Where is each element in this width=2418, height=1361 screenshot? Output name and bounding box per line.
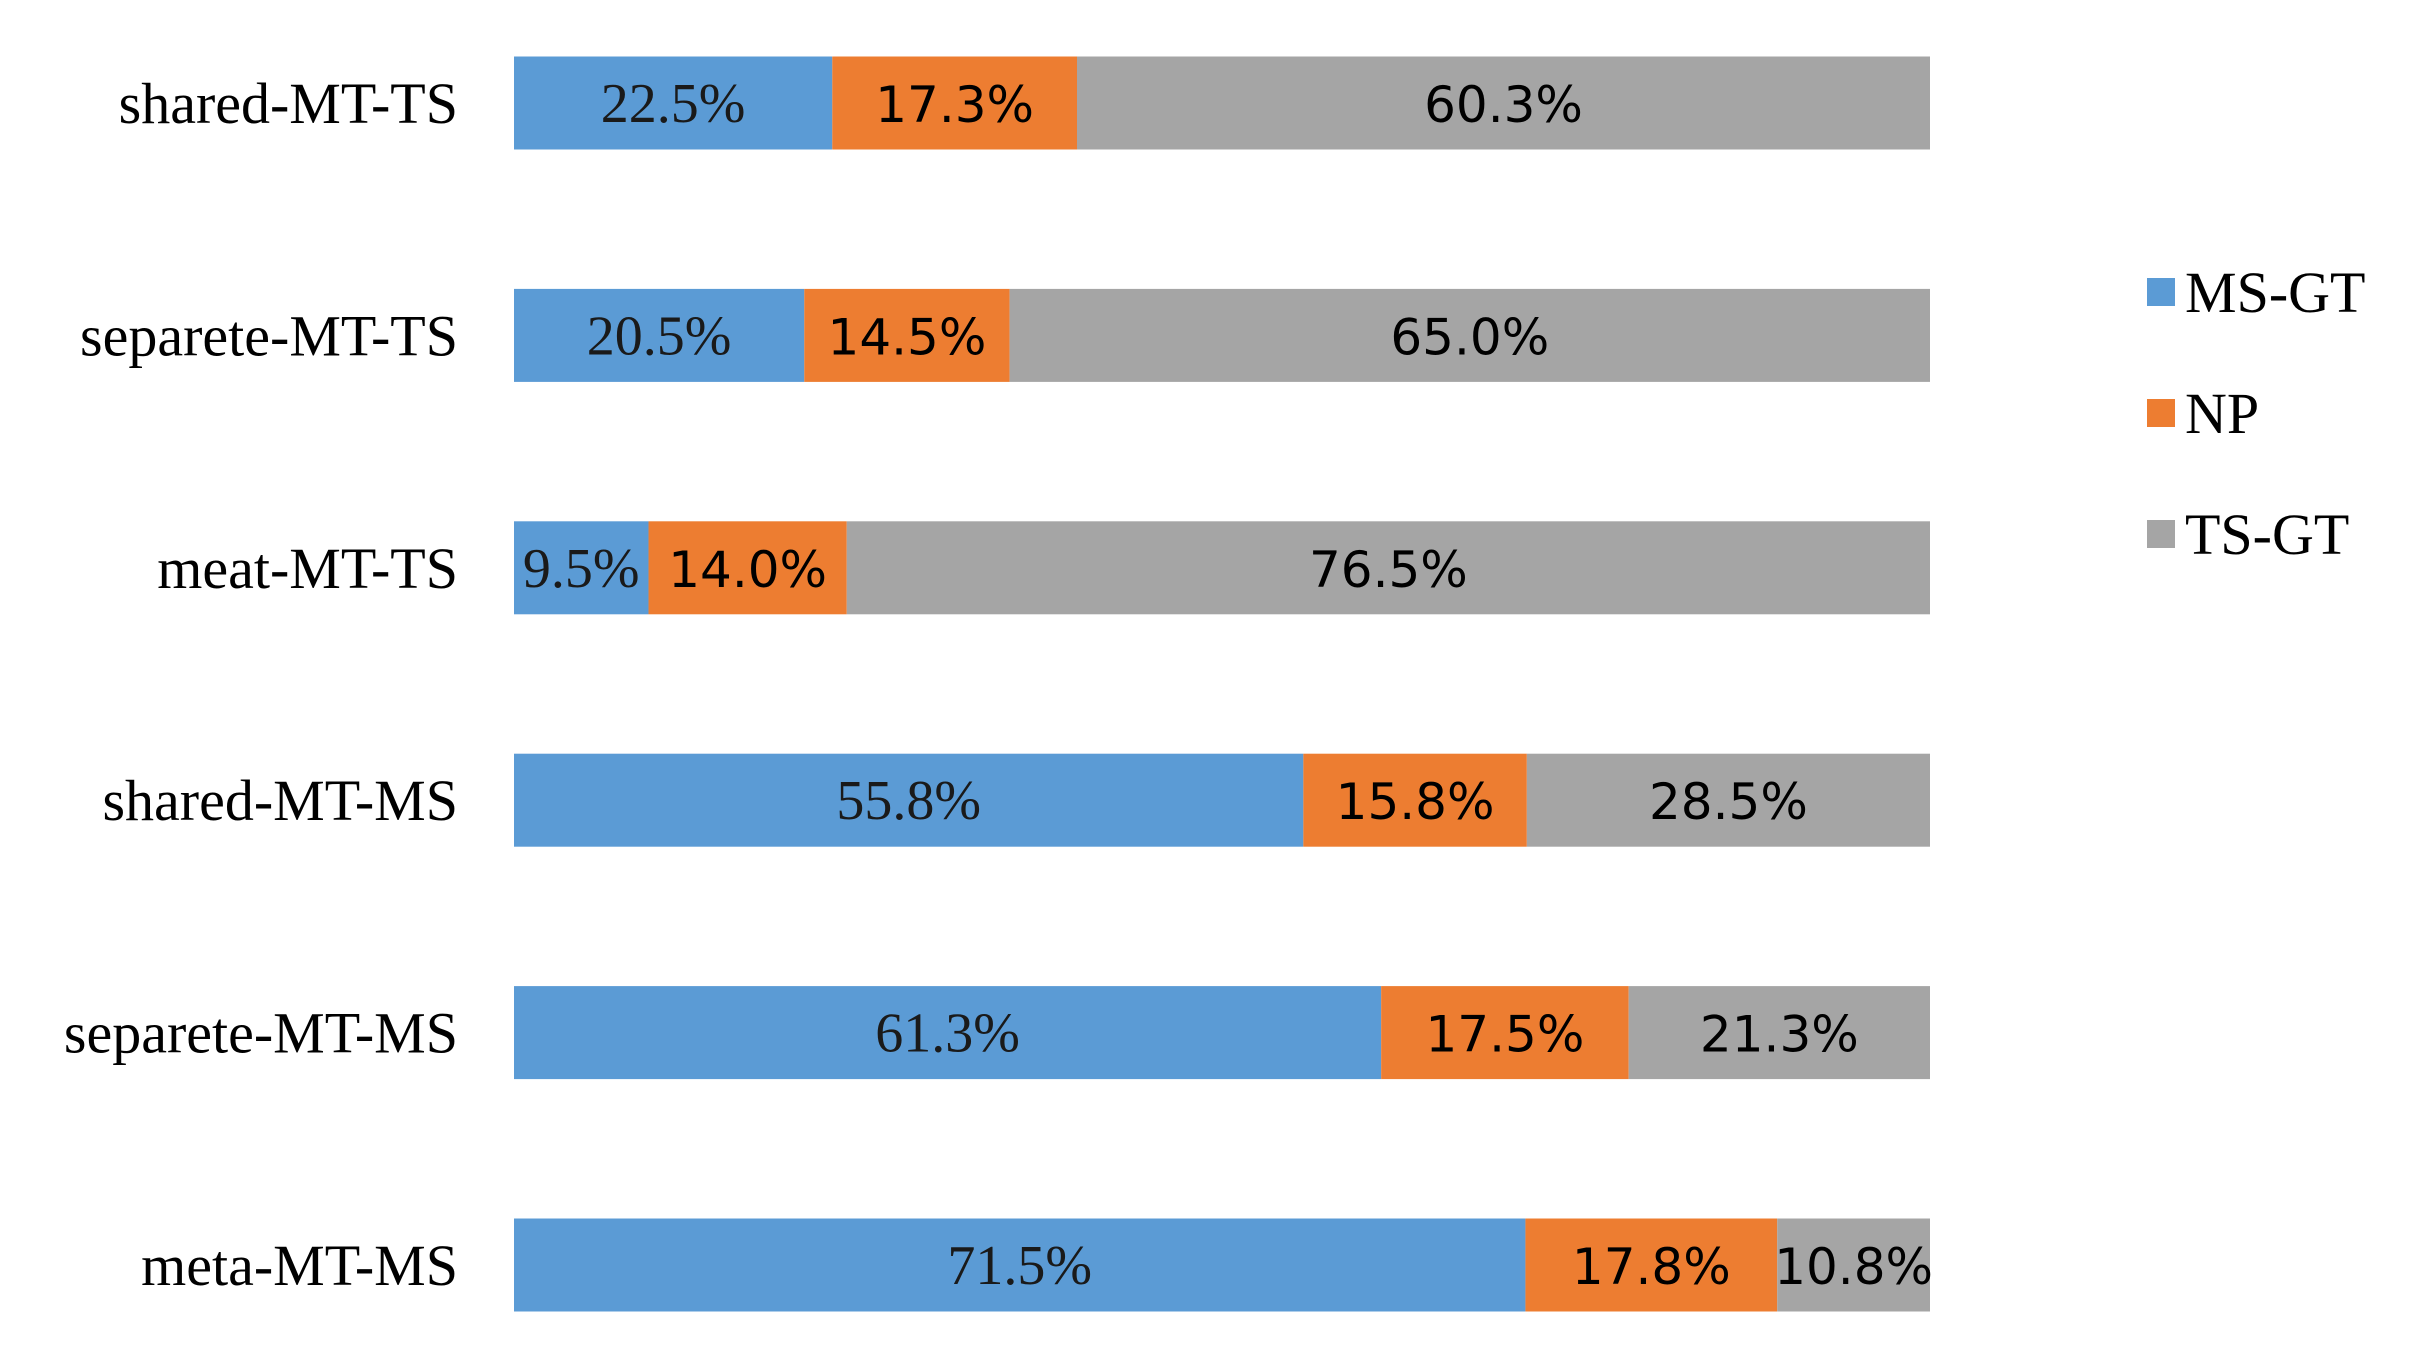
bar-row: 9.5% 14.0% 76.5% [514, 521, 1930, 615]
bar-segment-ms-gt [514, 986, 1382, 1080]
legend-swatch [2147, 520, 2175, 548]
bar-segment-np [1381, 986, 1629, 1080]
data-label: 14.5% [828, 308, 987, 366]
bar-segment-np [648, 521, 847, 615]
bar-segment-np [832, 56, 1077, 150]
bar-row: 55.8% 15.8% 28.5% [514, 753, 1930, 847]
data-label: 21.3% [1700, 1006, 1859, 1064]
bar-segment-np [1303, 753, 1527, 847]
bar-row: 22.5% 17.3% 60.3% [514, 56, 1930, 150]
bar-row: 71.5% 17.8% 10.8% [514, 1218, 1933, 1312]
data-label: 20.5% [587, 305, 732, 367]
bar-segment-ms-gt [514, 56, 833, 150]
data-label: 22.5% [601, 73, 746, 135]
data-label: 65.0% [1390, 308, 1549, 366]
data-label: 61.3% [875, 1003, 1020, 1065]
category-label: separete-MT-TS [80, 303, 458, 368]
legend-label: NP [2185, 381, 2259, 446]
category-label: shared-MT-TS [119, 71, 458, 136]
data-label: 71.5% [947, 1235, 1092, 1297]
bar-segment-np [804, 288, 1010, 382]
legend-swatch [2147, 399, 2175, 427]
data-label: 14.0% [668, 541, 827, 599]
data-label: 28.5% [1649, 773, 1808, 831]
bar-row: 61.3% 17.5% 21.3% [514, 986, 1930, 1080]
bar-segment-ts-gt [1628, 986, 1930, 1080]
bar-row: 20.5% 14.5% 65.0% [514, 288, 1930, 382]
data-label: 76.5% [1309, 541, 1468, 599]
legend: MS-GT NP TS-GT [2147, 260, 2365, 567]
bar-segment-ms-gt [514, 1218, 1526, 1312]
data-label: 17.5% [1425, 1006, 1584, 1064]
legend-label: MS-GT [2185, 260, 2365, 325]
data-label: 17.8% [1572, 1238, 1731, 1296]
category-label: meat-MT-TS [157, 536, 458, 601]
bar-segment-ms-gt [514, 521, 649, 615]
bar-segment-ts-gt [1009, 288, 1930, 382]
data-label: 15.8% [1336, 773, 1495, 831]
bar-segment-ts-gt [1777, 1218, 1930, 1312]
data-label: 55.8% [836, 770, 981, 832]
bar-segment-ts-gt [1526, 753, 1930, 847]
bar-segment-ts-gt [1077, 56, 1930, 150]
bar-segment-np [1525, 1218, 1778, 1312]
legend-swatch [2147, 278, 2175, 306]
category-axis-labels: shared-MT-TS separete-MT-TS meat-MT-TS shar… [64, 71, 458, 1298]
data-label: 17.3% [875, 76, 1034, 134]
legend-item: NP [2147, 381, 2259, 446]
category-label: separete-MT-MS [64, 1001, 458, 1066]
legend-item: MS-GT [2147, 260, 2365, 325]
category-label: shared-MT-MS [102, 768, 458, 833]
data-label: 60.3% [1424, 76, 1583, 134]
legend-item: TS-GT [2147, 502, 2349, 567]
data-label: 10.8% [1774, 1238, 1933, 1296]
legend-label: TS-GT [2185, 502, 2349, 567]
bar-segment-ms-gt [514, 753, 1304, 847]
data-label: 9.5% [523, 538, 640, 600]
plot-area: 22.5% 17.3% 60.3% 20.5% 14.5% 65.0% 9.5% 14.0% 7… [514, 56, 1933, 1312]
bar-segment-ts-gt [846, 521, 1930, 615]
bar-segment-ms-gt [514, 288, 805, 382]
category-label: meta-MT-MS [141, 1233, 458, 1298]
